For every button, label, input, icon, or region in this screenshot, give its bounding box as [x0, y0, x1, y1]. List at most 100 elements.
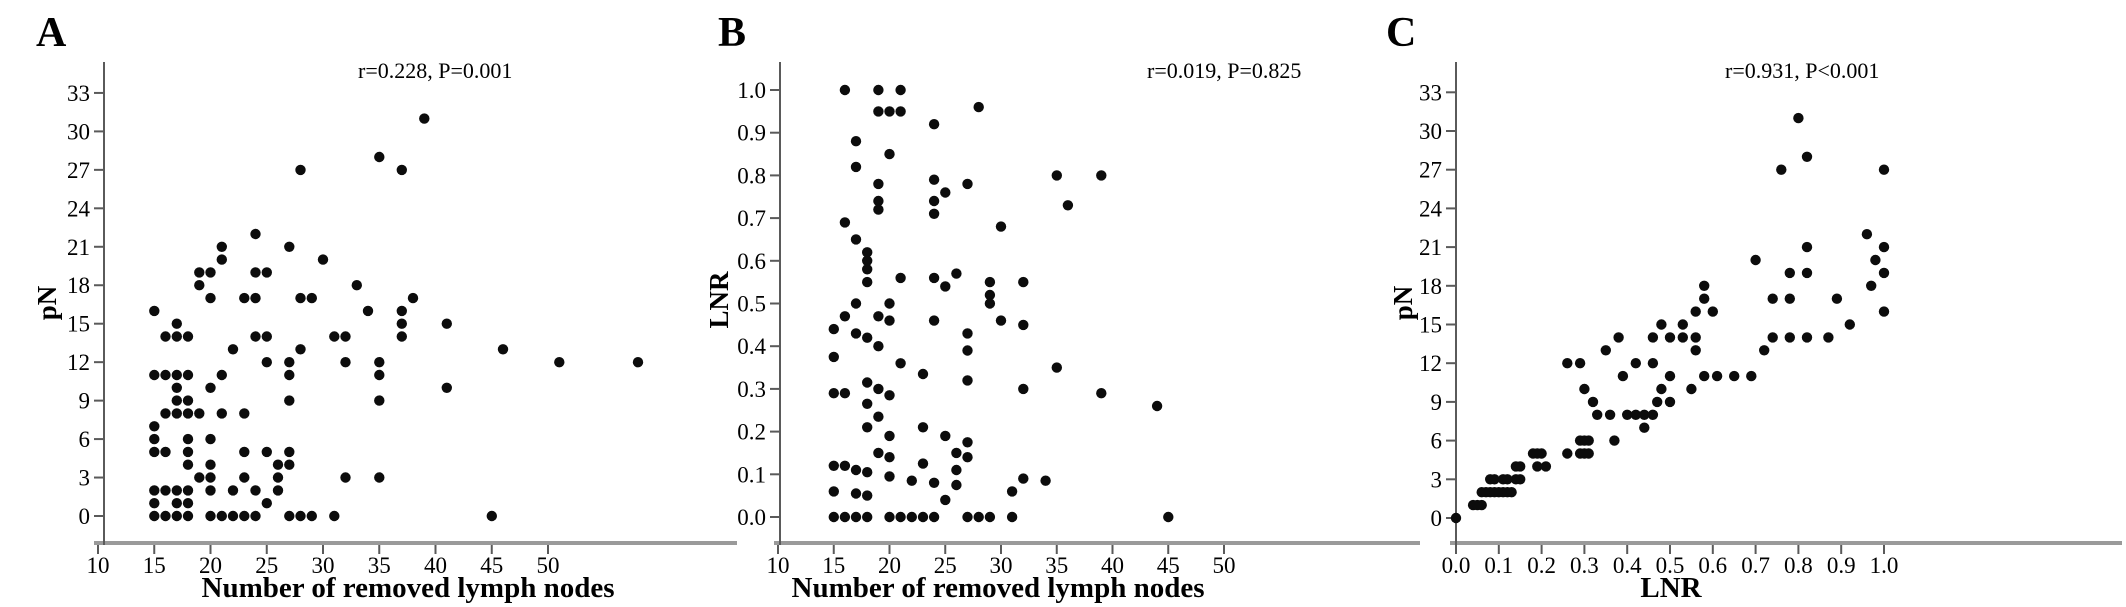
data-point — [1583, 448, 1594, 459]
x-tick-mark — [1455, 545, 1457, 554]
panel-C-group: 0.0 0.1 0.2 0.3 0.4 0.5 0.6 0.7 0.8 0.9 1.0 0 3 6 9 12 1… — [1386, 10, 2122, 604]
data-point — [171, 408, 182, 419]
data-point — [362, 305, 374, 317]
data-point — [1699, 370, 1710, 382]
data-point — [873, 447, 884, 459]
data-point — [828, 486, 839, 497]
data-point — [1006, 511, 1018, 523]
data-point — [884, 148, 895, 160]
data-point — [850, 234, 862, 245]
data-point — [850, 464, 862, 476]
y-tick-label: 30 — [1419, 119, 1442, 144]
data-point — [1878, 241, 1890, 253]
data-point — [1729, 370, 1740, 382]
data-point — [149, 446, 160, 458]
x-tick-mark — [1754, 545, 1757, 554]
x-tick-label: 35 — [368, 553, 391, 578]
y-tick-label: 3 — [1431, 467, 1443, 492]
y-axis-line — [779, 62, 781, 545]
data-point — [828, 460, 839, 471]
data-point — [1096, 388, 1107, 399]
data-point — [284, 241, 295, 252]
x-tick-mark — [832, 545, 835, 554]
data-point — [1587, 396, 1599, 408]
y-tick-mark — [94, 91, 103, 94]
data-point — [873, 195, 884, 207]
data-point — [1515, 461, 1526, 472]
y-tick-label: 0.5 — [737, 292, 766, 317]
data-point — [149, 369, 160, 381]
data-point — [839, 511, 851, 523]
data-point — [1018, 276, 1029, 288]
data-point — [441, 318, 452, 329]
data-point — [928, 174, 940, 185]
x-tick-label: 0.3 — [1570, 553, 1599, 578]
data-point — [295, 164, 306, 176]
data-point — [1801, 267, 1813, 279]
data-point — [1613, 332, 1624, 343]
y-axis-title: pN — [32, 285, 62, 320]
x-tick-label: 0.9 — [1827, 553, 1856, 578]
data-point — [962, 345, 973, 356]
y-tick-label: 21 — [1419, 235, 1442, 260]
data-point — [1536, 448, 1547, 459]
data-point — [1677, 332, 1689, 343]
data-point — [227, 344, 239, 355]
data-point — [160, 485, 171, 496]
data-point — [396, 318, 407, 329]
x-tick-mark — [1669, 545, 1671, 554]
data-point — [873, 204, 884, 215]
correlation-annotation: r=0.019, P=0.825 — [1147, 58, 1301, 83]
data-point — [1784, 332, 1796, 343]
x-tick-label: 1.0 — [1870, 553, 1899, 578]
data-point — [895, 84, 906, 96]
data-point — [205, 292, 216, 304]
data-point — [1622, 409, 1633, 420]
data-point — [1870, 254, 1881, 266]
y-tick-label: 15 — [67, 312, 90, 337]
x-tick-mark — [1111, 545, 1114, 554]
y-tick-mark — [94, 130, 103, 133]
data-point — [239, 510, 250, 522]
data-point — [873, 106, 884, 117]
data-point — [160, 331, 171, 342]
data-point — [261, 498, 272, 509]
data-point — [227, 485, 239, 496]
data-point — [396, 164, 407, 176]
data-point — [850, 136, 862, 147]
y-tick-mark — [1446, 91, 1455, 94]
data-point — [895, 106, 906, 117]
y-tick-label: 9 — [79, 389, 91, 414]
data-point — [182, 395, 194, 406]
x-tick-label: 0.6 — [1698, 553, 1727, 578]
y-tick-mark — [770, 473, 779, 476]
data-point — [295, 292, 306, 304]
y-axis-line — [1455, 62, 1457, 545]
x-tick-mark — [97, 545, 99, 554]
data-point — [182, 369, 194, 381]
data-point — [486, 510, 497, 522]
y-tick-label: 30 — [67, 119, 90, 144]
data-point — [1677, 319, 1689, 330]
data-point — [239, 292, 250, 304]
y-tick-mark — [1446, 478, 1455, 481]
data-point — [1647, 409, 1659, 420]
x-tick-mark — [1583, 545, 1586, 554]
data-point — [1476, 499, 1487, 511]
y-tick-label: 33 — [1419, 80, 1442, 105]
data-point — [928, 272, 940, 284]
data-point — [884, 430, 895, 442]
data-point — [928, 195, 940, 207]
data-point — [862, 467, 873, 478]
x-tick-label: 0.2 — [1527, 553, 1556, 578]
data-point — [862, 511, 873, 523]
x-tick-mark — [1000, 545, 1002, 554]
correlation-annotation: r=0.931, P<0.001 — [1725, 58, 1879, 83]
data-point — [1630, 409, 1642, 420]
data-point — [928, 208, 940, 219]
data-point — [873, 411, 884, 422]
y-tick-label: 1.0 — [737, 78, 766, 103]
data-point — [1647, 332, 1659, 343]
data-point — [1759, 345, 1770, 356]
data-point — [1562, 448, 1573, 459]
